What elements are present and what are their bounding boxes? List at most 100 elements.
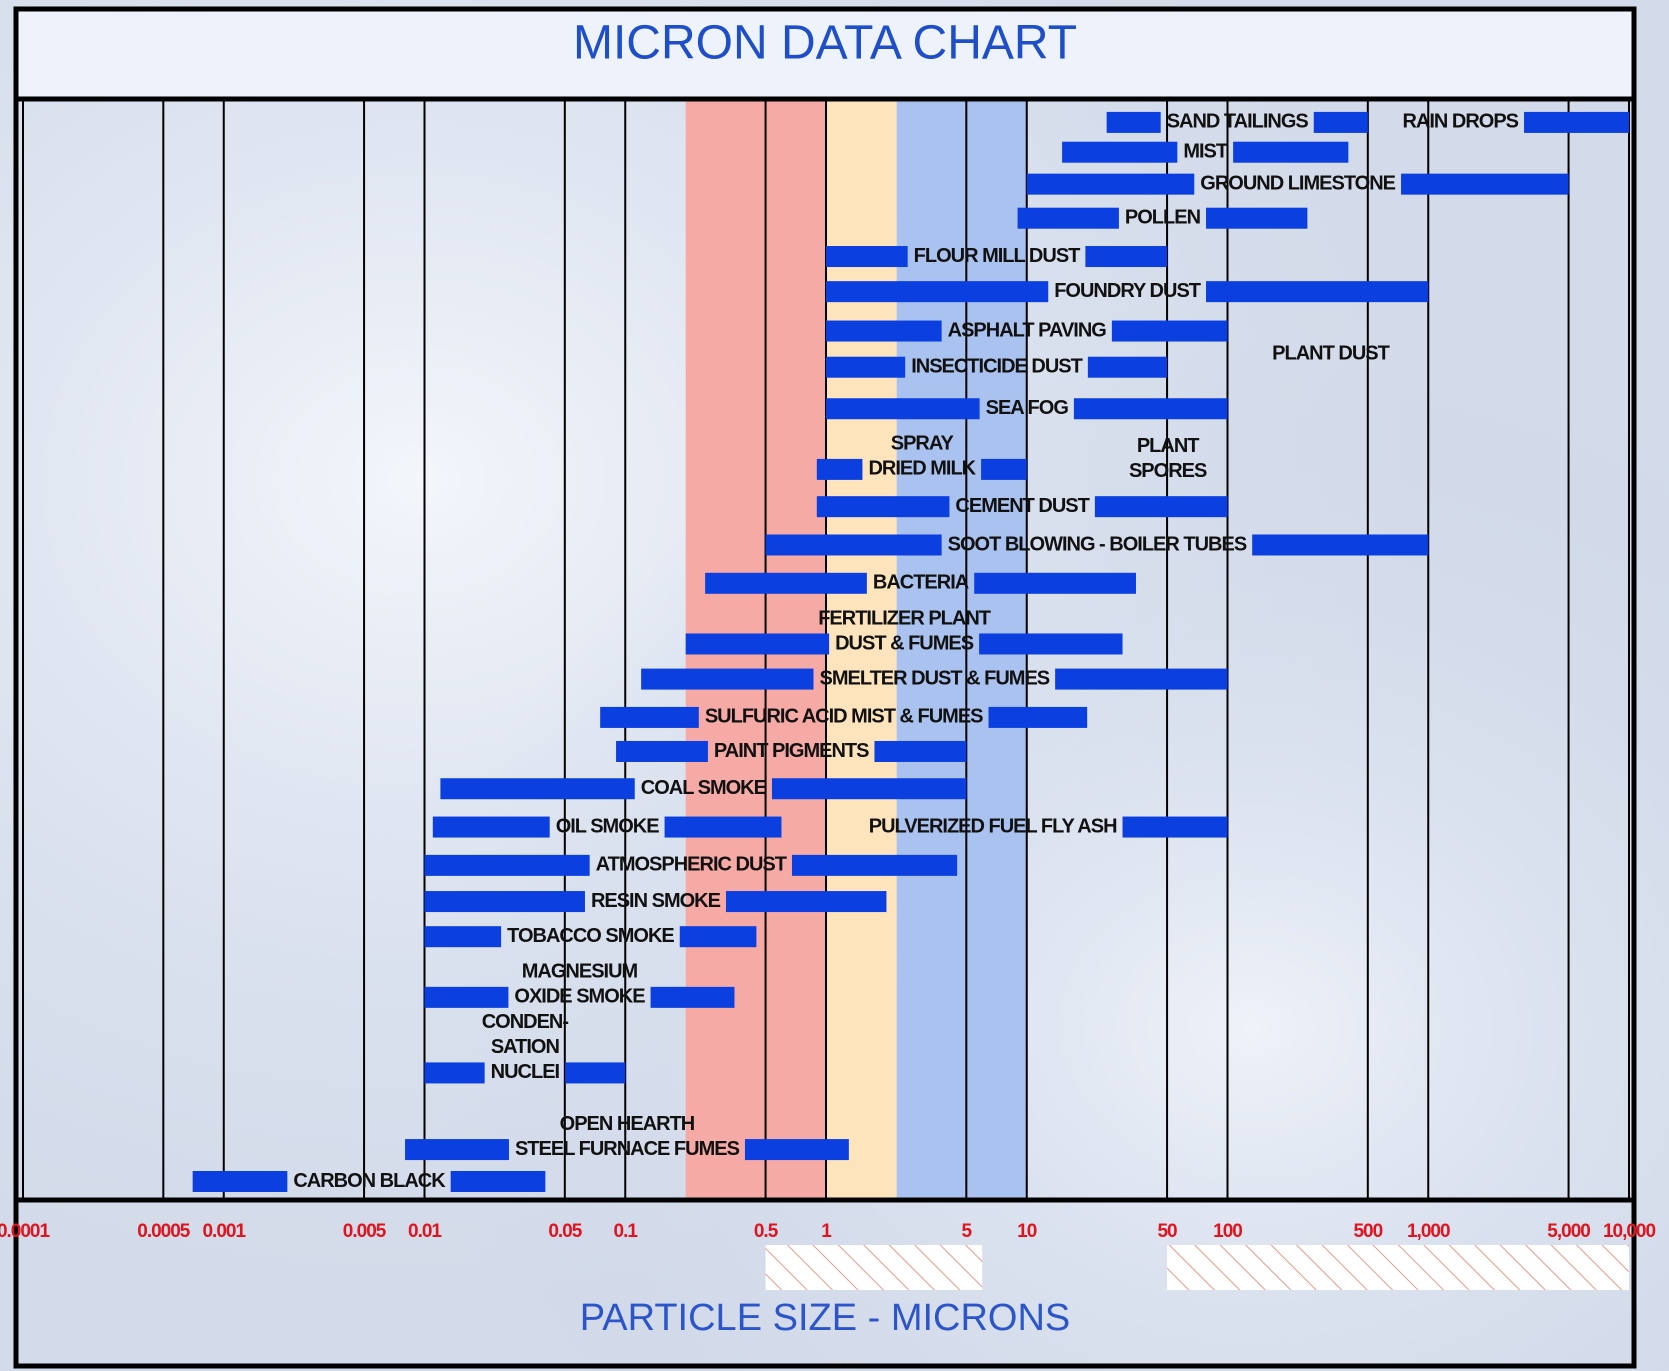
bar [816,496,950,518]
bar [1085,246,1168,268]
bar-label: FLOUR MILL DUST [914,245,1081,267]
bar-label: OIL SMOKE [556,815,660,837]
bar [565,1062,626,1084]
x-tick-label: 0.5 [754,1221,779,1242]
bar [641,668,814,690]
bar [650,986,735,1008]
bar [826,356,906,378]
x-tick-label: 0.0005 [137,1221,191,1242]
plot-area: SAND TAILINGS RAIN DROPS MIST GROUND LIMEST… [22,99,1630,1290]
bar [1122,816,1228,838]
bar-label: ASPHALT PAVING [948,319,1107,341]
bar-label: RAIN DROPS [1402,111,1518,133]
bar [440,778,635,800]
bar [744,1139,849,1161]
bar-label: PLANT [1137,435,1199,457]
bar-label: CONDEN- [482,1011,569,1033]
bar-label: FOUNDRY DUST [1054,280,1201,302]
bar [1106,111,1161,133]
bar-label: RESIN SMOKE [591,890,721,912]
bar [1524,111,1629,133]
bar [826,281,1049,303]
x-tick-label: 0.005 [343,1221,387,1242]
bar [979,633,1123,655]
bar-label: SOOT BLOWING - BOILER TUBES [948,533,1247,555]
bar-label: CARBON BLACK [293,1170,446,1192]
bar-label: INSECTICIDE DUST [911,356,1082,378]
bar [1062,141,1178,163]
bar-label: MIST [1183,140,1228,162]
bar [192,1170,288,1192]
bar [874,740,967,762]
x-tick-label: 5 [962,1221,973,1242]
hatch-range [1167,1245,1629,1290]
bar-label: TOBACCO SMOKE [507,925,674,947]
bar [424,854,590,876]
x-tick-label: 10 [1017,1221,1037,1242]
bar [816,458,863,480]
x-tick-label: 0.0001 [0,1221,50,1242]
x-tick-label: 0.001 [202,1221,246,1242]
bar [424,891,585,913]
bar [771,778,967,800]
bar [1094,496,1228,518]
bar [1087,356,1168,378]
bar [1313,111,1368,133]
bar [1073,398,1228,420]
bar [725,891,887,913]
title-box [16,9,1634,99]
bar-label: PULVERIZED FUEL FLY ASH [869,815,1117,837]
x-tick-label: 0.1 [614,1221,639,1242]
bar [1026,173,1195,195]
bar [765,534,942,556]
bar [705,572,867,594]
chart-title: MICRON DATA CHART [573,17,1077,70]
bar-label: DRIED MILK [868,458,976,480]
bar [1111,320,1228,342]
x-tick-label: 100 [1213,1221,1242,1242]
bar-label: POLLEN [1125,206,1201,228]
bar [432,816,550,838]
bar [826,398,980,420]
x-axis-title: PARTICLE SIZE - MICRONS [580,1297,1071,1339]
bar-label: PAINT PIGMENTS [714,740,869,762]
bar [424,986,509,1008]
bar [424,1062,485,1084]
bar-label: NUCLEI [491,1061,560,1083]
bar [1233,141,1349,163]
x-tick-label: 0.01 [408,1221,442,1242]
x-tick-label: 50 [1157,1221,1177,1242]
x-tick-label: 5,000 [1547,1221,1590,1242]
bar-label: BACTERIA [873,572,969,594]
x-tick-label: 10,000 [1603,1221,1656,1242]
bar [616,740,708,762]
bar-label: FERTILIZER PLANT [818,607,991,629]
bar [679,926,757,948]
bar-label: STEEL FURNACE FUMES [515,1138,740,1160]
bar-label: COAL SMOKE [641,777,767,799]
bar-label: SATION [491,1036,560,1058]
frame [13,6,1637,1369]
bar [1252,534,1429,556]
bar [981,458,1027,480]
x-tick-label: 0.05 [548,1221,582,1242]
bar-label: SEA FOG [986,397,1069,419]
bar [600,706,699,728]
bar-label: PLANT DUST [1272,343,1389,365]
bar [1206,207,1308,229]
bar [988,706,1088,728]
bar [1055,668,1228,690]
bar-label: OXIDE SMOKE [514,986,645,1008]
bar [1206,281,1429,303]
bar [450,1170,546,1192]
bar-label: SULFURIC ACID MIST & FUMES [705,706,983,728]
bar [974,572,1136,594]
bar-label: OPEN HEARTH [560,1113,695,1135]
bar [826,320,942,342]
x-tick-label: 1 [821,1221,832,1242]
x-tick-label: 1,000 [1407,1221,1450,1242]
bar-label: GROUND LIMESTONE [1200,172,1395,194]
bar-label: DUST & FUMES [835,632,974,654]
